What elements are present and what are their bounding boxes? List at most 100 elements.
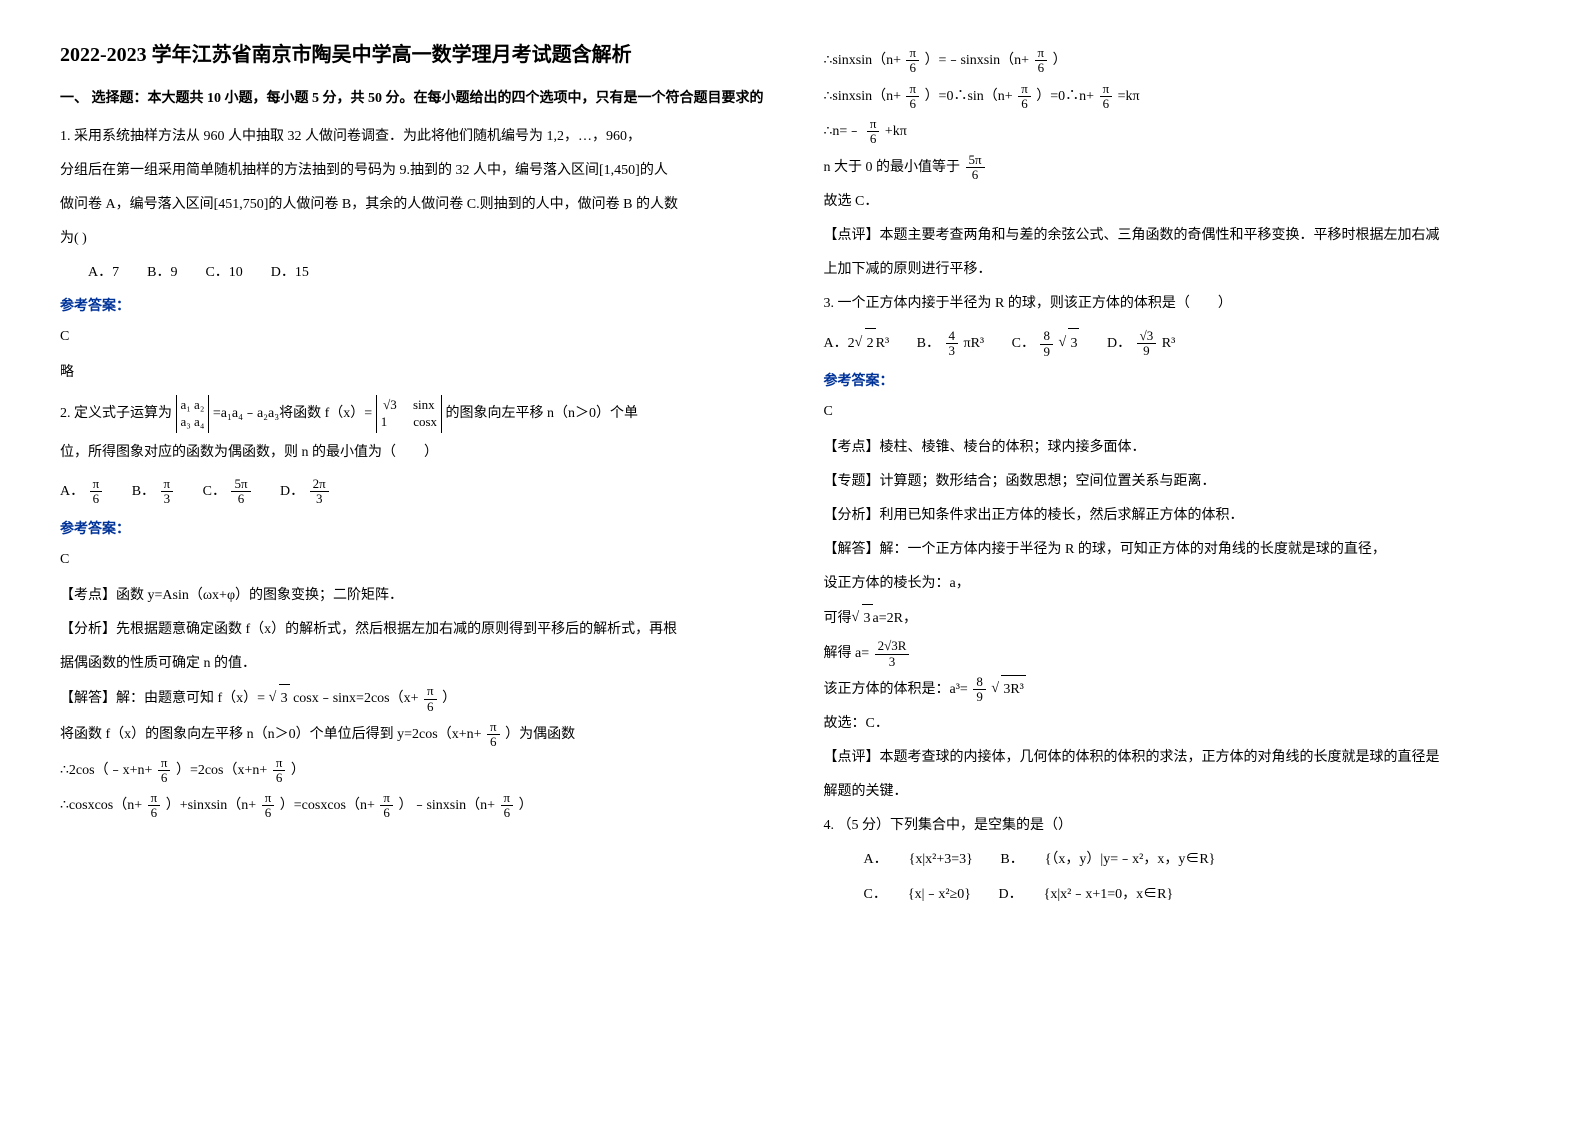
num: π bbox=[1035, 46, 1048, 61]
den: 6 bbox=[966, 168, 985, 182]
r1a: ∴sinxsin（n+ bbox=[824, 53, 901, 68]
q3-kd: 【考点】棱柱、棱锥、棱台的体积；球内接多面体． bbox=[824, 434, 1528, 462]
jd-mid: cosx﹣sinx=2cos（x+ bbox=[293, 691, 418, 706]
den: 9 bbox=[1137, 344, 1157, 358]
r2b: ）=0∴sin（n+ bbox=[925, 89, 1013, 104]
jd-prefix: 【解答】解：由题意可知 f（x）= bbox=[60, 691, 265, 706]
r3b: +kπ bbox=[885, 124, 907, 139]
s3c: ）=cosxcos（n+ bbox=[280, 798, 375, 813]
den: 6 bbox=[148, 806, 161, 820]
q3-gx: 故选：C． bbox=[824, 710, 1528, 738]
q3-optD-r3: R³ bbox=[1162, 336, 1176, 351]
q3-optC: C． 89 3 bbox=[1012, 328, 1080, 360]
num: π bbox=[90, 477, 103, 492]
q2-options: A． π6 B． π3 C． 5π6 D． 2π3 bbox=[60, 477, 764, 508]
num: π bbox=[262, 791, 275, 806]
num: 2π bbox=[310, 477, 329, 492]
matrix-fx-row1: √3 sinx bbox=[381, 397, 437, 414]
q3-optB: B． 43 πR³ bbox=[917, 329, 984, 360]
q3-optA-r3: R³ bbox=[876, 336, 890, 351]
num: π bbox=[1100, 82, 1113, 97]
q2-optD-label: D． bbox=[280, 484, 304, 499]
q2-optA: A． π6 bbox=[60, 477, 104, 508]
frac-pi6-jd: π6 bbox=[424, 684, 437, 714]
den: 6 bbox=[424, 700, 437, 714]
den: 6 bbox=[231, 492, 250, 506]
q3-options: A．22R³ B． 43 πR³ C． 89 3 D． √39 R³ bbox=[824, 328, 1528, 360]
q2-prefix: 2. 定义式子运算为 bbox=[60, 406, 172, 421]
q1-answer: C bbox=[60, 323, 764, 351]
q3-optB-label: B． bbox=[917, 336, 940, 351]
num: π bbox=[487, 720, 500, 735]
den: 6 bbox=[501, 806, 514, 820]
r2c: ）=0∴n+ bbox=[1036, 89, 1094, 104]
den: 3 bbox=[946, 344, 959, 358]
jd3c-post: a=2R， bbox=[873, 611, 917, 626]
rad: 3R³ bbox=[1001, 675, 1026, 704]
q3-optB-pir3: πR³ bbox=[964, 336, 985, 351]
q2-optA-label: A． bbox=[60, 484, 84, 499]
s2a: ∴2cos（﹣x+n+ bbox=[60, 763, 152, 778]
dp2: 上加下减的原则进行平移． bbox=[824, 256, 1528, 284]
den: 3 bbox=[875, 655, 910, 669]
r5: 故选 C． bbox=[824, 188, 1528, 216]
q3-optC-label: C． bbox=[1012, 336, 1035, 351]
frac-5pi6-c: 5π6 bbox=[231, 477, 250, 507]
q3-optD: D． √39 R³ bbox=[1107, 329, 1175, 360]
dp: 【点评】本题主要考查两角和与差的余弦公式、三角函数的奇偶性和平移变换．平移时根据… bbox=[824, 222, 1528, 250]
q3-dpb: 解题的关键． bbox=[824, 778, 1528, 806]
q2-mid: =a₁a₄﹣a₂a₃将函数 f（x）= bbox=[213, 406, 372, 421]
r1: ∴sinxsin（n+ π6 ）=﹣sinxsin（n+ π6 ） bbox=[824, 46, 1528, 76]
den: 6 bbox=[867, 132, 880, 146]
frac-89-jde: 89 bbox=[973, 675, 986, 705]
frac-pi6-s2b: π6 bbox=[273, 756, 286, 786]
q3-fx: 【分析】利用已知条件求出正方体的棱长，然后求解正方体的体积． bbox=[824, 502, 1528, 530]
den: 9 bbox=[973, 690, 986, 704]
frac-pi6-s2a: π6 bbox=[158, 756, 171, 786]
den: 3 bbox=[161, 492, 174, 506]
doc-title: 2022-2023 学年江苏省南京市陶吴中学高一数学理月考试题含解析 bbox=[60, 40, 764, 70]
r3a: ∴n=﹣ bbox=[824, 124, 862, 139]
q4-optB: B． {（x，y）|y=﹣x²，x，y∈R} bbox=[1000, 846, 1215, 874]
matrix-fx: √3 sinx 1 cosx bbox=[376, 395, 442, 433]
den: 6 bbox=[1018, 97, 1031, 111]
q2-optB-label: B． bbox=[132, 484, 155, 499]
matrix-fx-row2: 1 cosx bbox=[381, 414, 437, 431]
den: 6 bbox=[158, 771, 171, 785]
den: 6 bbox=[487, 735, 500, 749]
num: π bbox=[906, 82, 919, 97]
sqrt2-optA: 2 bbox=[855, 328, 876, 360]
s3a: ∴cosxcos（n+ bbox=[60, 798, 142, 813]
q1-options: A．7 B．9 C．10 D．15 bbox=[60, 259, 764, 287]
num: π bbox=[501, 791, 514, 806]
frac-pi6-a: π6 bbox=[90, 477, 103, 507]
r3: ∴n=﹣ π6 +kπ bbox=[824, 117, 1528, 147]
num: π bbox=[906, 46, 919, 61]
s3e: ） bbox=[519, 798, 533, 813]
sqrt3-jd: 3 bbox=[269, 684, 290, 713]
q2-answer-label: 参考答案： bbox=[60, 518, 764, 538]
frac-pi6-s3c: π6 bbox=[380, 791, 393, 821]
right-column: ∴sinxsin（n+ π6 ）=﹣sinxsin（n+ π6 ） ∴sinxs… bbox=[824, 40, 1528, 915]
den: 3 bbox=[310, 492, 329, 506]
s1b: ）为偶函数 bbox=[505, 727, 575, 742]
q2-step3: ∴cosxcos（n+ π6 ）+sinxsin（n+ π6 ）=cosxcos… bbox=[60, 791, 764, 821]
den: 6 bbox=[906, 61, 919, 75]
num: π bbox=[867, 117, 880, 132]
q2-optC: C． 5π6 bbox=[203, 477, 253, 508]
q2-optD: D． 2π3 bbox=[280, 477, 331, 508]
q1-line2: 分组后在第一组采用简单随机抽样的方法抽到的号码为 9.抽到的 32 人中，编号落… bbox=[60, 157, 764, 185]
jd-suffix: ） bbox=[442, 691, 456, 706]
frac-pi6-r2a: π6 bbox=[906, 82, 919, 112]
q4a-label: A． bbox=[864, 852, 881, 867]
q4-row2: C． {x|﹣x²≥0} D． {x|x²﹣x+1=0，x∈R} bbox=[824, 881, 1528, 909]
q4d-text: {x|x²﹣x+1=0，x∈R} bbox=[1044, 887, 1174, 902]
num: 8 bbox=[973, 675, 986, 690]
q4-optD: D． {x|x²﹣x+1=0，x∈R} bbox=[998, 881, 1173, 909]
q2-line1: 2. 定义式子运算为 a₁ a₂ a₃ a₄ =a₁a₄﹣a₂a₃将函数 f（x… bbox=[60, 395, 764, 433]
q3-jdd: 解得 a= 2√3R3 bbox=[824, 639, 1528, 669]
q2-jiedao: 【解答】解：由题意可知 f（x）= 3 cosx﹣sinx=2cos（x+ π6… bbox=[60, 684, 764, 714]
den: 6 bbox=[1100, 97, 1113, 111]
q4-optC: C． {x|﹣x²≥0} bbox=[864, 881, 971, 909]
rad: 3 bbox=[279, 684, 290, 713]
